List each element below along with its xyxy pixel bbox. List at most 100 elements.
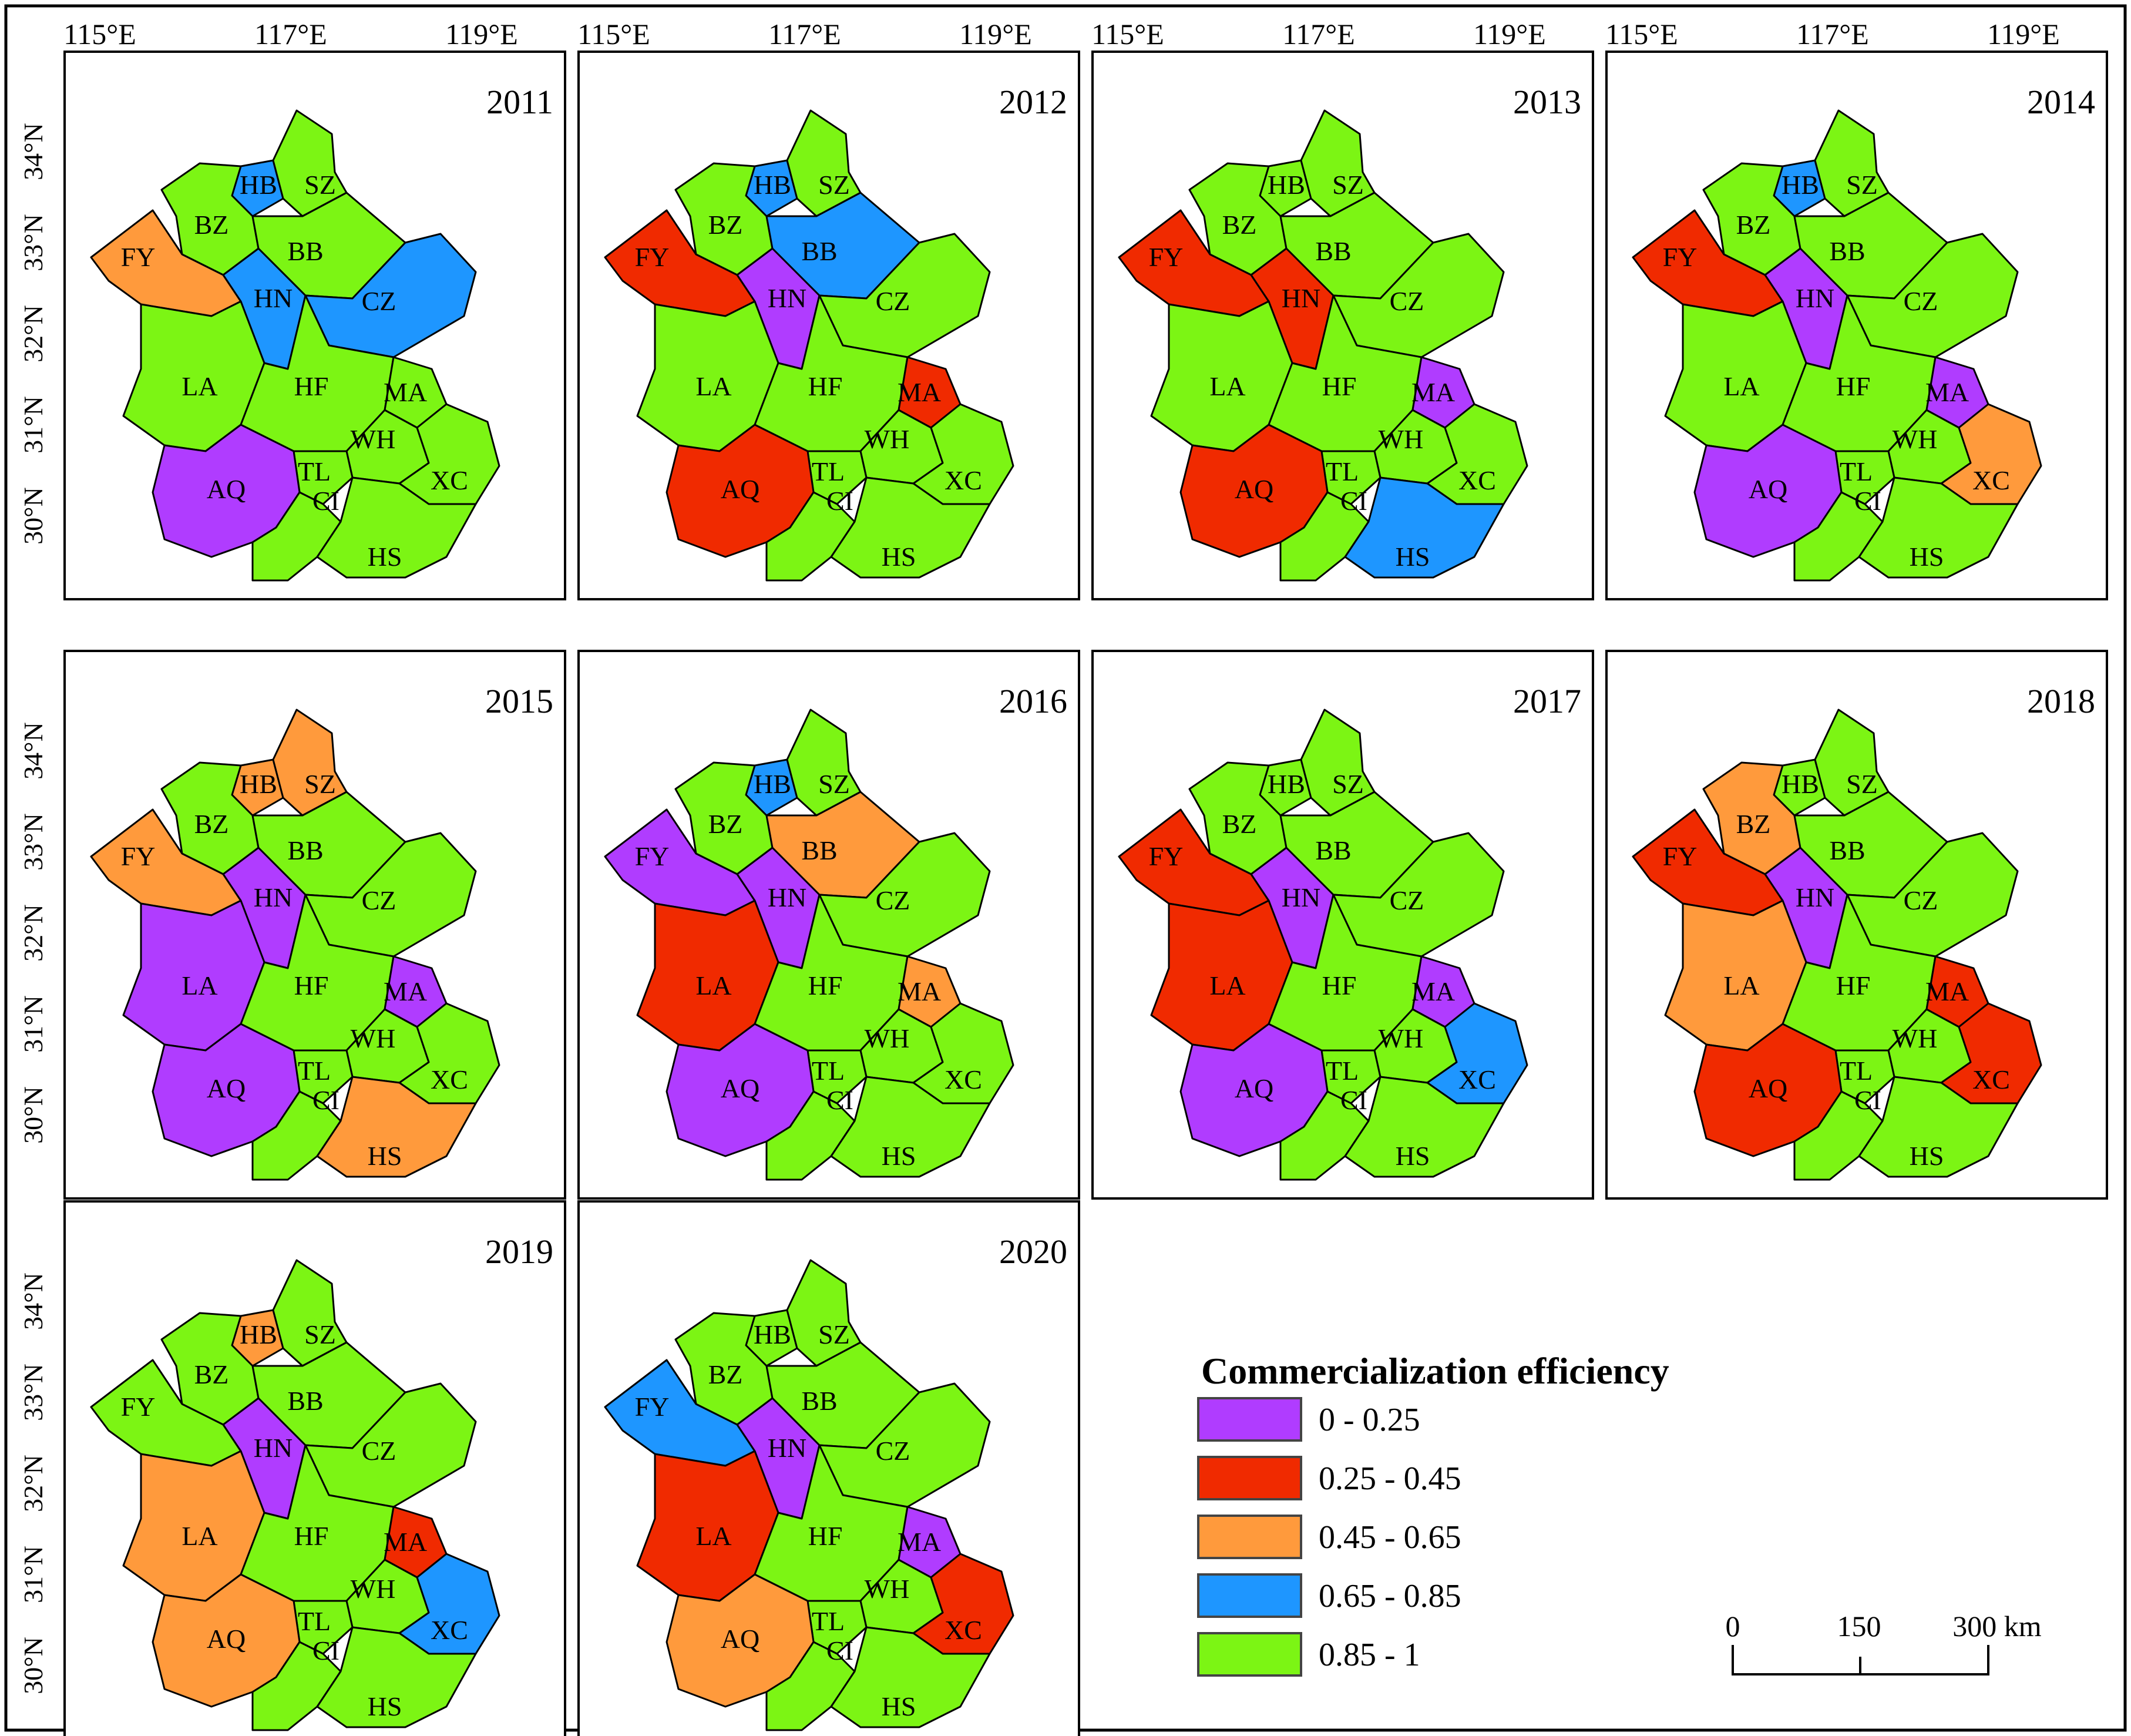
map-panels: HB SZ BZ FY BB HN CZ LA HF MA WH TL AQ CI XC HS 2011 HB SZ… xyxy=(63,51,2108,1736)
legend-swatch xyxy=(1197,1397,1302,1442)
region-label-BZ: BZ xyxy=(1736,809,1771,839)
legend-swatch xyxy=(1197,1515,1302,1559)
region-label-HF: HF xyxy=(1322,371,1357,401)
region-SZ xyxy=(786,1259,862,1367)
region-label-CI: CI xyxy=(826,1085,853,1115)
region-SZ xyxy=(272,1259,348,1367)
map-panel-2017: HB SZ BZ FY BB HN CZ LA HF MA WH TL AQ CI XC HS 2017 xyxy=(1091,650,1594,1200)
region-label-CI: CI xyxy=(1340,486,1367,516)
region-label-HS: HS xyxy=(1910,1141,1944,1171)
region-label-TL: TL xyxy=(1840,1056,1873,1086)
region-label-LA: LA xyxy=(695,371,731,401)
region-label-SZ: SZ xyxy=(818,170,850,200)
scale-label-0: 0 xyxy=(1726,1610,1740,1643)
legend: Commercialization efficiency 0 - 0.25 0.2… xyxy=(1197,1350,1669,1677)
region-label-WH: WH xyxy=(1379,424,1424,454)
region-label-MA: MA xyxy=(1411,377,1455,407)
region-label-HN: HN xyxy=(254,283,293,313)
region-label-BZ: BZ xyxy=(708,1359,743,1389)
region-label-HN: HN xyxy=(768,283,806,313)
region-HS xyxy=(316,1626,477,1728)
region-label-TL: TL xyxy=(812,456,845,486)
region-label-CI: CI xyxy=(1340,1085,1367,1115)
latitude-label: 30°N xyxy=(18,1086,48,1144)
latitude-label: 33°N xyxy=(18,1364,48,1421)
region-label-HF: HF xyxy=(808,371,843,401)
region-label-LA: LA xyxy=(695,971,731,1000)
region-label-WH: WH xyxy=(865,1023,910,1053)
legend-label: 0.85 - 1 xyxy=(1319,1637,1420,1673)
longitude-label: 117°E xyxy=(254,18,327,51)
region-label-MA: MA xyxy=(1925,377,1969,407)
province-map: HB SZ BZ FY BB HN CZ LA HF MA WH TL AQ CI XC HS xyxy=(90,708,500,1181)
longitude-label: 119°E xyxy=(445,18,518,51)
region-label-WH: WH xyxy=(351,1574,396,1604)
region-label-CI: CI xyxy=(826,1636,853,1666)
region-label-HN: HN xyxy=(254,882,293,912)
region-label-HS: HS xyxy=(368,1141,402,1171)
region-label-LA: LA xyxy=(181,971,217,1000)
region-label-HB: HB xyxy=(1268,170,1305,200)
region-label-HS: HS xyxy=(368,1691,402,1721)
region-label-HB: HB xyxy=(754,769,791,799)
region-HS xyxy=(1344,476,1505,579)
region-label-LA: LA xyxy=(1209,371,1245,401)
province-map: HB SZ BZ FY BB HN CZ LA HF MA WH TL AQ CI XC HS xyxy=(604,109,1014,582)
province-map: HB SZ BZ FY BB HN CZ LA HF MA WH TL AQ CI XC HS xyxy=(604,708,1014,1181)
region-label-CZ: CZ xyxy=(1904,885,1938,915)
longitude-label: 119°E xyxy=(1987,18,2060,51)
region-label-BB: BB xyxy=(287,236,323,266)
region-label-HB: HB xyxy=(754,1319,791,1349)
legend-swatch xyxy=(1197,1573,1302,1618)
panel-year: 2020 xyxy=(999,1233,1067,1271)
province-map: HB SZ BZ FY BB HN CZ LA HF MA WH TL AQ CI XC HS xyxy=(1632,109,2042,582)
region-label-SZ: SZ xyxy=(1846,769,1878,799)
region-label-HN: HN xyxy=(1282,283,1320,313)
region-HS xyxy=(830,476,991,579)
region-label-HB: HB xyxy=(1782,170,1819,200)
region-label-BZ: BZ xyxy=(708,210,743,240)
latitude-label: 30°N xyxy=(18,1637,48,1694)
province-map: HB SZ BZ FY BB HN CZ LA HF MA WH TL AQ CI XC HS xyxy=(1118,109,1528,582)
region-label-CI: CI xyxy=(1854,1085,1881,1115)
region-label-XC: XC xyxy=(1458,1065,1496,1094)
region-label-HB: HB xyxy=(1782,769,1819,799)
region-label-SZ: SZ xyxy=(818,1319,850,1349)
region-label-HS: HS xyxy=(882,542,916,572)
region-label-TL: TL xyxy=(298,456,331,486)
region-label-HB: HB xyxy=(754,170,791,200)
latitude-label: 32°N xyxy=(18,305,48,362)
region-label-HF: HF xyxy=(1322,971,1357,1000)
panel-year: 2015 xyxy=(485,682,553,720)
region-label-BB: BB xyxy=(1315,835,1351,865)
region-label-SZ: SZ xyxy=(1332,170,1364,200)
region-label-HF: HF xyxy=(294,371,329,401)
region-label-FY: FY xyxy=(1663,242,1698,272)
map-panel-2015: HB SZ BZ FY BB HN CZ LA HF MA WH TL AQ CI XC HS 2015 xyxy=(63,650,566,1200)
longitude-label: 117°E xyxy=(1796,18,1869,51)
region-label-AQ: AQ xyxy=(207,1073,246,1103)
region-label-MA: MA xyxy=(384,377,427,407)
region-label-HF: HF xyxy=(808,971,843,1000)
region-label-AQ: AQ xyxy=(1749,1073,1787,1103)
region-label-LA: LA xyxy=(1209,971,1245,1000)
region-HS xyxy=(316,476,477,579)
region-label-BB: BB xyxy=(801,1386,837,1416)
region-label-FY: FY xyxy=(121,242,156,272)
region-label-BZ: BZ xyxy=(194,210,229,240)
legend-label: 0.65 - 0.85 xyxy=(1319,1578,1461,1614)
region-label-TL: TL xyxy=(1326,1056,1359,1086)
region-label-BZ: BZ xyxy=(1736,210,1771,240)
scale-bar: 0 150 300 km xyxy=(1726,1610,2042,1675)
region-label-HS: HS xyxy=(1396,1141,1430,1171)
region-label-HF: HF xyxy=(808,1521,843,1551)
region-label-BZ: BZ xyxy=(194,1359,229,1389)
region-label-HN: HN xyxy=(1282,882,1320,912)
region-label-HS: HS xyxy=(882,1691,916,1721)
region-label-WH: WH xyxy=(1893,1023,1938,1053)
region-label-MA: MA xyxy=(898,976,941,1006)
latitude-label: 34°N xyxy=(18,1272,48,1330)
longitude-label: 119°E xyxy=(1473,18,1546,51)
region-label-HF: HF xyxy=(1836,971,1871,1000)
region-label-HN: HN xyxy=(1796,882,1834,912)
